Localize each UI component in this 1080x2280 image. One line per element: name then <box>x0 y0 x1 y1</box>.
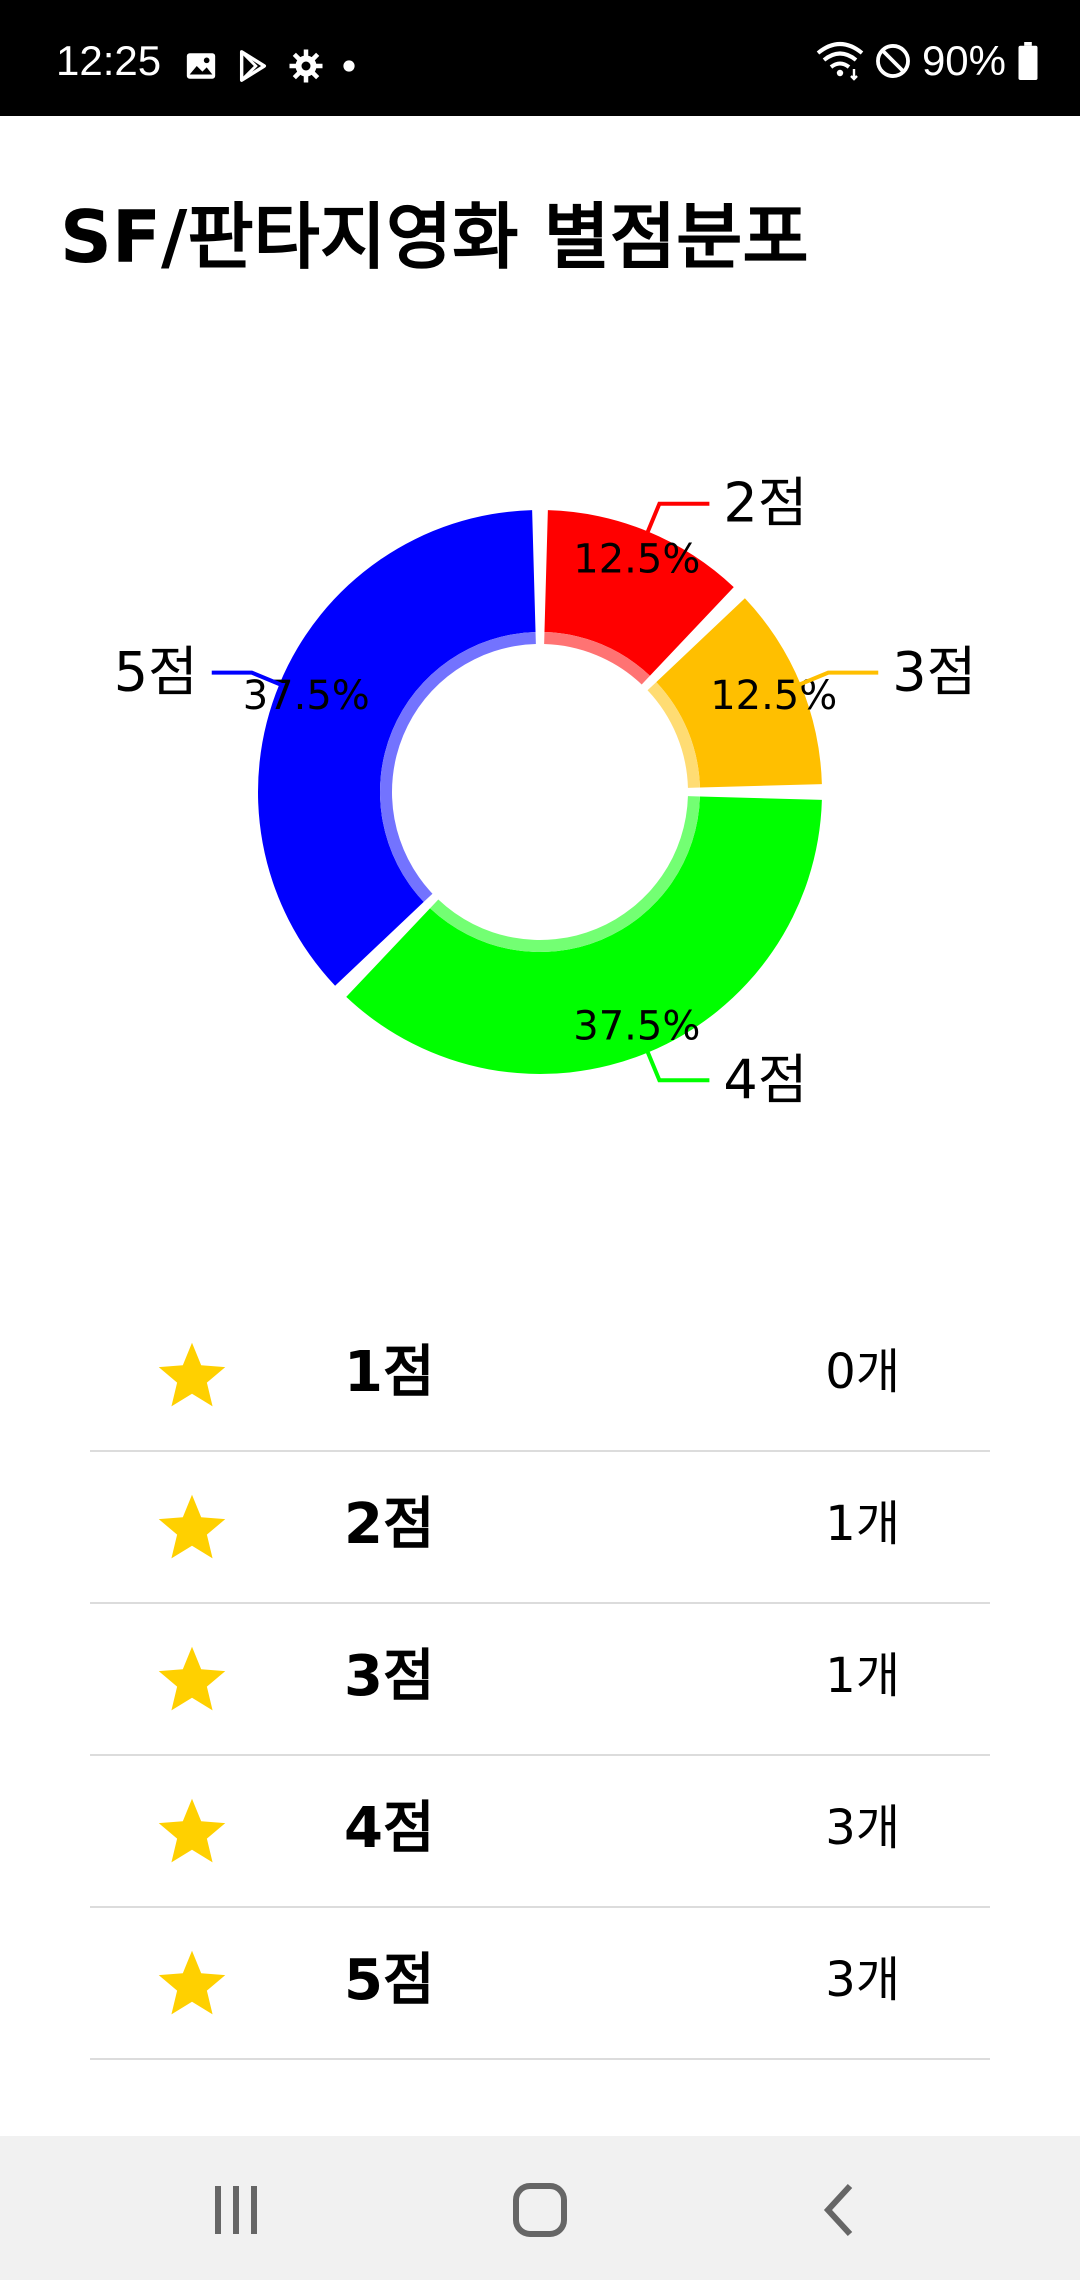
donut-slice <box>346 796 822 1074</box>
list-item: 1점 0개 <box>90 1300 990 1452</box>
rating-label: 1점 <box>344 1340 435 1405</box>
rating-count: 0개 <box>825 1344 900 1400</box>
slice-category-label: 5점 <box>114 641 198 704</box>
star-icon <box>158 1646 226 1711</box>
slice-leader-line <box>644 1048 710 1083</box>
dot-icon <box>343 60 355 72</box>
list-item: 3점 1개 <box>90 1604 990 1756</box>
image-icon <box>186 53 216 79</box>
rating-count: 3개 <box>825 1952 900 2008</box>
list-item: 5점 3개 <box>90 1908 990 2060</box>
donut-slice-inner-band <box>544 632 650 685</box>
rating-label: 3점 <box>344 1644 435 1709</box>
donut-chart-svg: 12.5% 2점 12.5% 3점 37.5% 4점 37.5% 5점 <box>114 472 977 1112</box>
rating-list: 1점 0개 2점 1개 3점 1개 4점 3개 5점 3개 <box>90 1300 990 2060</box>
settings-icon <box>289 49 323 83</box>
back-icon[interactable] <box>800 2170 880 2250</box>
slice-value-label: 12.5% <box>573 536 700 582</box>
battery-icon <box>1018 42 1038 80</box>
list-item: 2점 1개 <box>90 1452 990 1604</box>
page-title: SF/판타지영화 별점분포 <box>60 195 809 279</box>
rating-count: 1개 <box>825 1648 900 1704</box>
donut-slice-inner-band <box>647 682 700 788</box>
status-system-icons: 90% <box>816 40 1040 82</box>
rating-count: 3개 <box>825 1800 900 1856</box>
donut-slice-inner-band <box>430 796 700 952</box>
donut-slice-inner-band <box>380 632 536 902</box>
slice-leader-line <box>644 501 710 536</box>
recent-apps-icon[interactable] <box>196 2170 276 2250</box>
slice-value-label: 37.5% <box>243 673 370 719</box>
donut-slice <box>656 598 822 788</box>
home-icon[interactable] <box>500 2170 580 2250</box>
rating-label: 2점 <box>344 1492 435 1557</box>
star-icon <box>158 1342 226 1407</box>
list-item: 4점 3개 <box>90 1756 990 1908</box>
rating-donut-chart: 12.5% 2점 12.5% 3점 37.5% 4점 37.5% 5점 <box>0 400 1080 1200</box>
slice-category-label: 4점 <box>723 1048 807 1111</box>
status-notification-icons <box>184 48 356 84</box>
slice-leader-line <box>796 670 879 688</box>
play-store-icon <box>239 50 267 82</box>
rating-count: 1개 <box>825 1496 900 1552</box>
donut-slice <box>258 510 536 986</box>
navigation-bar <box>0 2136 1080 2280</box>
star-icon <box>158 1798 226 1863</box>
status-time: 12:25 <box>56 37 162 84</box>
slice-leader-line <box>211 670 284 688</box>
status-bar: 12:25 <box>0 0 1080 116</box>
battery-percent: 90% <box>921 37 1006 84</box>
donut-slice <box>544 510 734 676</box>
wifi-icon <box>816 42 864 81</box>
slice-category-label: 2점 <box>723 472 807 535</box>
slice-value-label: 37.5% <box>573 1004 700 1050</box>
slice-category-label: 3점 <box>892 641 976 704</box>
star-icon <box>158 1494 226 1559</box>
slice-value-label: 12.5% <box>710 673 837 719</box>
star-icon <box>158 1950 226 2015</box>
do-not-disturb-icon <box>875 44 910 78</box>
rating-label: 4점 <box>344 1796 435 1861</box>
rating-label: 5점 <box>344 1948 435 2013</box>
